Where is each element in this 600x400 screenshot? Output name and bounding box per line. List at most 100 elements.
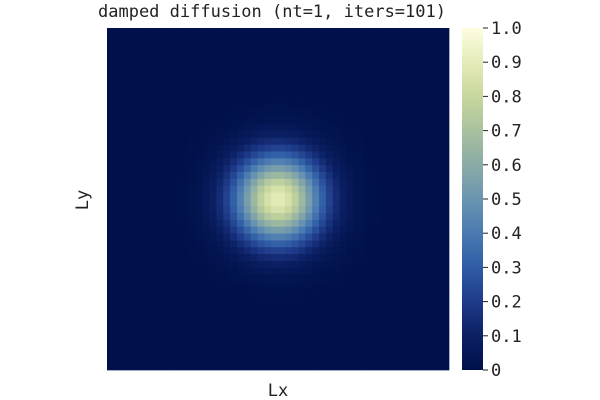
heatmap-cell: [435, 48, 443, 56]
heatmap-cell: [243, 178, 251, 186]
heatmap-cell: [298, 287, 306, 296]
heatmap-cell: [284, 151, 293, 159]
heatmap-cell: [346, 233, 354, 241]
heatmap-cell: [401, 212, 409, 220]
heatmap-cell: [346, 96, 354, 104]
heatmap-cell: [421, 171, 429, 179]
heatmap-cell: [202, 233, 210, 241]
heatmap-cell: [387, 171, 395, 179]
heatmap-cell: [209, 246, 217, 255]
heatmap-cell: [428, 178, 436, 186]
heatmap-cell: [332, 287, 340, 296]
heatmap-cell: [373, 219, 381, 227]
heatmap-cell: [414, 151, 422, 159]
heatmap-cell: [312, 110, 320, 118]
heatmap-cell: [113, 178, 122, 186]
heatmap-cell: [278, 185, 286, 193]
heatmap-cell: [278, 356, 286, 364]
heatmap-cell: [373, 199, 381, 207]
heatmap-cell: [339, 171, 347, 179]
heatmap-cell: [332, 130, 340, 138]
heatmap-cell: [257, 342, 265, 350]
heatmap-cell: [134, 116, 142, 125]
heatmap-cell: [264, 281, 272, 289]
heatmap-cell: [291, 96, 299, 104]
heatmap-cell: [250, 315, 258, 323]
heatmap-cell: [175, 130, 183, 138]
heatmap-cell: [380, 240, 388, 248]
heatmap-cell: [380, 137, 388, 145]
heatmap-cell: [202, 267, 210, 275]
heatmap-cell: [182, 185, 190, 193]
heatmap-cell: [243, 301, 251, 309]
heatmap-cell: [148, 69, 156, 77]
heatmap-cell: [216, 281, 224, 289]
heatmap-cell: [284, 75, 293, 84]
heatmap-cell: [325, 199, 334, 207]
heatmap-cell: [414, 82, 422, 90]
heatmap-cell: [264, 315, 272, 323]
heatmap-cell: [332, 281, 340, 289]
heatmap-cell: [243, 171, 251, 179]
heatmap-cell: [113, 233, 122, 241]
heatmap-cell: [325, 171, 334, 179]
heatmap-cell: [387, 28, 395, 36]
heatmap-cell: [134, 274, 142, 282]
heatmap-cell: [243, 75, 251, 84]
heatmap-cell: [414, 89, 422, 97]
heatmap-cell: [373, 110, 381, 118]
heatmap-cell: [373, 322, 381, 330]
heatmap-cell: [216, 69, 224, 77]
heatmap-cell: [264, 171, 272, 179]
heatmap-cell: [373, 212, 381, 220]
heatmap-cell: [202, 185, 210, 193]
heatmap-cell: [360, 157, 368, 166]
heatmap-cell: [175, 192, 183, 200]
heatmap-cell: [195, 349, 204, 357]
heatmap-cell: [154, 34, 163, 43]
heatmap-cell: [305, 315, 313, 323]
heatmap-cell: [209, 349, 217, 357]
heatmap-cell: [428, 294, 436, 302]
heatmap-cell: [141, 164, 149, 172]
heatmap-cell: [305, 328, 313, 337]
heatmap-cell: [421, 253, 429, 261]
heatmap-cell: [407, 144, 416, 152]
heatmap-cell: [380, 233, 388, 241]
heatmap-cell: [435, 342, 443, 350]
heatmap-cell: [278, 308, 286, 316]
heatmap-cell: [250, 164, 258, 172]
heatmap-cell: [230, 363, 238, 371]
heatmap-cell: [120, 69, 128, 77]
heatmap-cell: [278, 69, 286, 77]
heatmap-cell: [312, 123, 320, 131]
heatmap-cell: [216, 342, 224, 350]
heatmap-cell: [154, 96, 163, 104]
heatmap-cell: [291, 205, 299, 214]
heatmap-cell: [127, 315, 135, 323]
heatmap-cell: [134, 110, 142, 118]
heatmap-cell: [127, 240, 135, 248]
heatmap-cell: [319, 178, 327, 186]
heatmap-cell: [216, 246, 224, 255]
heatmap-cell: [223, 219, 231, 227]
heatmap-cell: [421, 342, 429, 350]
heatmap-cell: [257, 356, 265, 364]
heatmap-cell: [312, 301, 320, 309]
heatmap-cell: [216, 116, 224, 125]
heatmap-cell: [442, 205, 450, 214]
heatmap-cell: [291, 240, 299, 248]
heatmap-cell: [236, 219, 245, 227]
heatmap-cell: [257, 55, 265, 63]
heatmap-cell: [175, 96, 183, 104]
heatmap-cell: [353, 157, 361, 166]
heatmap-cell: [113, 287, 122, 296]
heatmap-cell: [113, 41, 122, 49]
heatmap-cell: [278, 342, 286, 350]
heatmap-cell: [141, 151, 149, 159]
heatmap-cell: [271, 164, 279, 172]
heatmap-cell: [161, 178, 169, 186]
heatmap-cell: [407, 171, 416, 179]
heatmap-cell: [250, 62, 258, 70]
heatmap-cell: [339, 226, 347, 234]
